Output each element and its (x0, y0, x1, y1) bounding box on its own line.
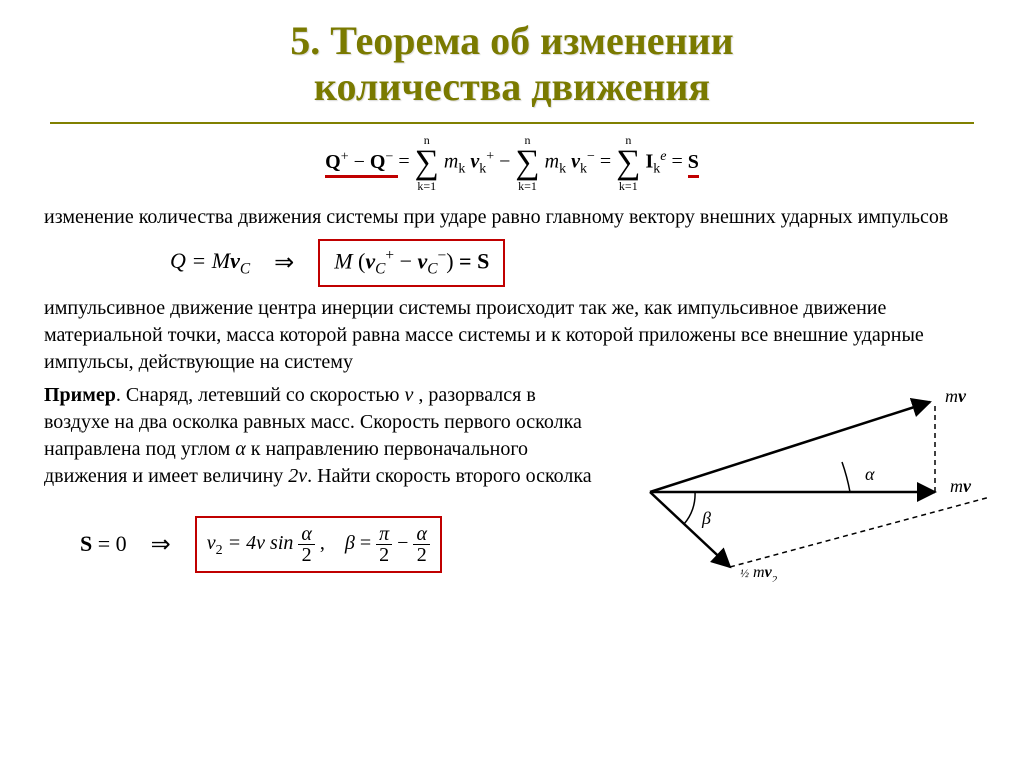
sigma-icon: ∑ (415, 146, 439, 180)
implies-arrow: ⇒ (151, 530, 171, 559)
example-label: Пример (44, 384, 116, 406)
svg-text:α: α (865, 464, 875, 484)
svg-text:mv: mv (950, 476, 972, 496)
slide-title: 5. Теорема об изменении количества движе… (0, 0, 1024, 118)
svg-text:β: β (701, 508, 711, 528)
S-zero: S (80, 531, 92, 556)
equation-row-2: Q = MvC ⇒ M (vC+ − vC−) = S (170, 239, 980, 287)
svg-text:½ mv2: ½ mv2 (740, 564, 778, 582)
title-line-1: 5. Теорема об изменении (290, 18, 733, 63)
boxed-equation-1: M (vC+ − vC−) = S (318, 239, 505, 287)
example-block: Пример. Снаряд, летевший со скоростью v … (44, 382, 604, 490)
title-underline (50, 122, 974, 124)
Q-minus: Q (370, 151, 386, 173)
Q-plus: Q (325, 151, 341, 173)
svg-text:mv: mv (945, 386, 967, 406)
main-equation: Q+ − Q− = n ∑ k=1 mk vk+ − n ∑ k=1 mk vk… (0, 134, 1024, 192)
boxed-equation-2: v2 = 4v sin α2 , β = π2 − α2 (195, 516, 442, 573)
theorem-statement: изменение количества движения системы пр… (44, 204, 980, 231)
title-line-2: количества движения (314, 64, 710, 109)
vector-diagram: mv mv α β ½ mv2 (590, 362, 1010, 582)
implies-arrow: ⇒ (274, 248, 294, 277)
S-term: S (688, 151, 699, 173)
